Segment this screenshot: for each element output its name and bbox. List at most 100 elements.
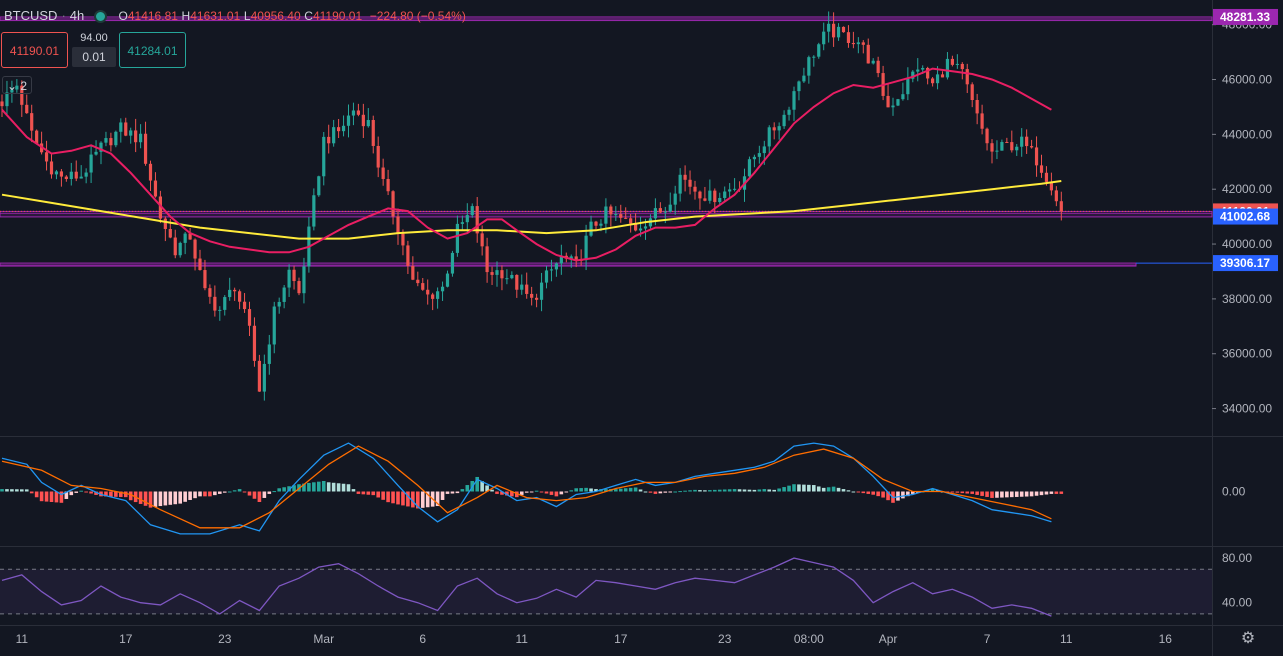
candle-body — [797, 81, 801, 92]
candle-body — [505, 278, 509, 280]
macd-histogram-bar — [831, 486, 836, 492]
macd-histogram-bar — [1049, 491, 1054, 494]
candle-body — [500, 270, 504, 279]
macd-histogram-bar — [812, 485, 816, 492]
macd-histogram-bar — [54, 491, 59, 503]
candle-body — [1059, 201, 1063, 212]
candle-body — [945, 58, 950, 78]
candle-body — [178, 242, 182, 256]
candle-body — [510, 274, 514, 279]
macd-histogram-bar — [74, 491, 79, 493]
candle-body — [381, 167, 385, 179]
candle-body — [431, 294, 435, 299]
macd-histogram-bar — [109, 491, 113, 497]
macd-histogram-bar — [633, 487, 638, 492]
macd-histogram-bar — [460, 489, 465, 492]
price-tick-label: 36000.00 — [1222, 347, 1272, 361]
candle-body — [926, 67, 930, 79]
macd-histogram-bar — [708, 490, 712, 492]
candle-body — [203, 270, 207, 289]
macd-histogram-bar — [10, 489, 14, 492]
candle-body — [233, 289, 237, 292]
candle-body — [539, 282, 544, 300]
candle-body — [436, 291, 440, 299]
symbol-name[interactable]: BTCUSD — [4, 8, 58, 23]
price-axis-label: 41002.68 — [1220, 210, 1270, 224]
candle-body — [896, 99, 900, 106]
macd-histogram-bar — [579, 488, 583, 492]
macd-histogram-bar — [594, 489, 598, 492]
sell-button[interactable]: 41190.01 — [1, 32, 68, 68]
candle-body — [49, 161, 54, 175]
macd-histogram-bar — [148, 491, 153, 508]
candle-body — [995, 150, 999, 152]
macd-histogram-bar — [792, 484, 796, 492]
candle-body — [629, 218, 633, 224]
macd-histogram-bar — [841, 489, 846, 492]
candle-body — [975, 99, 979, 114]
price-tick-label: 44000.00 — [1222, 127, 1272, 141]
macd-histogram-bar — [247, 491, 252, 496]
macd-histogram-bar — [623, 488, 628, 492]
indicators-toggle-button[interactable]: ⌄ 2 — [2, 76, 32, 94]
price-axis-label-bg — [1213, 255, 1278, 272]
candle-body — [292, 269, 296, 282]
candle-body — [54, 171, 59, 175]
macd-histogram-bar — [698, 490, 702, 492]
rsi-line — [1, 557, 1052, 617]
macd-histogram-bar — [559, 491, 564, 495]
low-value: 40956.40 — [250, 9, 301, 23]
macd-histogram-bar — [802, 484, 806, 492]
price-axis-label-bg — [1213, 8, 1278, 25]
macd-histogram-bar — [490, 489, 494, 492]
macd-histogram-bar — [628, 487, 633, 492]
candle-body — [777, 126, 781, 131]
candle-body — [1030, 146, 1034, 148]
macd-histogram-bar — [386, 491, 390, 503]
gear-icon[interactable]: ⚙ — [1240, 630, 1256, 647]
macd-histogram-bar — [29, 491, 34, 494]
candle-body — [916, 69, 920, 72]
candle-body — [1025, 136, 1029, 147]
macd-histogram-bar — [455, 491, 460, 494]
candle-body — [782, 114, 786, 127]
macd-histogram-bar — [401, 491, 405, 506]
macd-histogram-bar — [737, 489, 742, 492]
candle-body — [569, 256, 573, 259]
macd-histogram-bar — [114, 491, 118, 497]
macd-histogram-bar — [985, 491, 989, 497]
candle-body — [812, 56, 816, 58]
macd-histogram-bar — [772, 489, 776, 492]
macd-histogram-bar — [104, 491, 108, 497]
candle-body — [163, 218, 167, 230]
candle-body — [25, 104, 29, 114]
candle-body — [906, 78, 910, 95]
quantity-value[interactable]: 94.00 — [80, 32, 108, 44]
candle-body — [44, 152, 49, 162]
macd-histogram-bar — [1044, 491, 1049, 495]
buy-button[interactable]: 41284.01 — [119, 32, 186, 68]
macd-histogram-bar — [876, 491, 880, 497]
price-tick-label: 46000.00 — [1222, 73, 1272, 87]
macd-histogram-bar — [411, 491, 415, 508]
macd-histogram-bar — [396, 491, 400, 505]
close-value: 41190.01 — [312, 9, 363, 23]
macd-histogram-bar — [416, 491, 420, 509]
macd-histogram-bar — [1059, 491, 1064, 494]
macd-histogram-bar — [569, 490, 574, 492]
macd-histogram-bar — [693, 489, 697, 492]
interval[interactable]: 4h — [69, 8, 85, 23]
macd-histogram-bar — [213, 491, 217, 496]
candle-body — [901, 94, 905, 100]
price-tick-label: 38000.00 — [1222, 292, 1272, 306]
macd-histogram-bar — [163, 491, 168, 506]
macd-histogram-bar — [930, 489, 935, 492]
time-tick-label: 16 — [1159, 632, 1173, 646]
candle-body — [678, 174, 682, 194]
macd-histogram-bar — [896, 491, 900, 501]
price-axis-label: 48281.33 — [1220, 10, 1270, 24]
macd-histogram-bar — [356, 491, 361, 494]
macd-line — [1, 442, 1052, 535]
